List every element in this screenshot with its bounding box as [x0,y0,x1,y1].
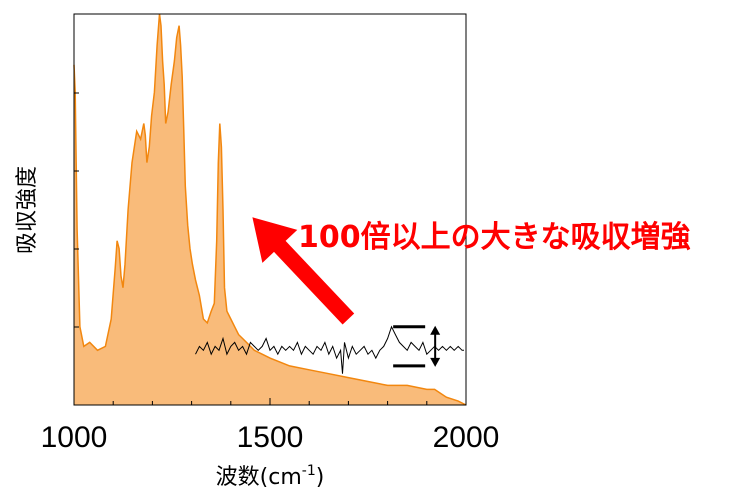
x-axis-label: 波数(cm-1) [216,463,325,490]
x-tick-label-1000: 1000 [41,421,108,454]
scale-arrow-up-head [430,325,441,335]
annotation-text: 100倍以上の大きな吸収増強 [298,220,691,255]
scale-arrow-down-head [430,357,441,367]
annotation-layer: 100倍以上の大きな吸収増強 [252,217,691,368]
series-0-area [74,14,466,405]
x-axis-label-close: ) [316,465,325,490]
series-1-line [195,325,464,374]
y-axis-label: 吸収強度 [15,166,40,254]
x-axis-label-main: 波数(cm [216,465,302,490]
ticks-layer: 1000 1500 2000 [41,92,500,454]
x-axis-label-superscript: -1 [302,463,316,479]
series-layer [73,13,467,406]
series-0-line [73,13,467,406]
x-tick-label-1500: 1500 [237,421,304,454]
x-tick-label-2000: 2000 [433,421,500,454]
annotation-arrow [252,217,355,325]
